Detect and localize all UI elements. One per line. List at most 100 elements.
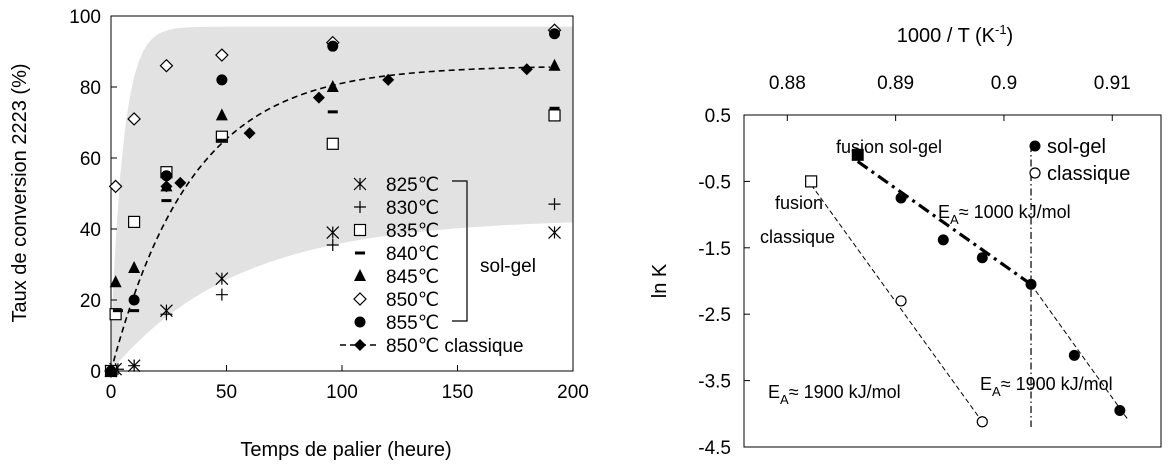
left-point [548, 109, 561, 122]
left-x-tick-label: 50 [216, 382, 237, 403]
left-point [549, 106, 560, 110]
left-point [215, 130, 228, 143]
left-point [216, 138, 227, 142]
left-point [215, 108, 228, 121]
left-x-axis-label: Temps de palier (heure) [240, 439, 451, 461]
right-legend: sol-gel classique [1029, 136, 1130, 185]
left-point [105, 365, 117, 377]
left-point [128, 215, 141, 228]
right-point [805, 175, 818, 188]
left-point [127, 112, 141, 126]
left-point [159, 58, 174, 73]
left-x-tick-label: 100 [326, 382, 358, 403]
right-y-tick-label: -2.5 [698, 305, 731, 326]
sol-gel-bracket [452, 180, 468, 322]
left-point [548, 226, 561, 239]
right-plot-frame [743, 114, 1162, 448]
right-point [895, 295, 907, 307]
legend-marker [1029, 167, 1041, 179]
left-point [548, 198, 561, 211]
legend-label: 845℃ [386, 267, 439, 288]
sol-gel-bracket-label: sol-gel [480, 256, 536, 277]
legend-marker [353, 177, 367, 191]
left-point [215, 48, 229, 62]
left-x-tick-label: 150 [442, 382, 474, 403]
legend-marker [354, 316, 366, 328]
legend-label: 840℃ [386, 244, 439, 265]
right-y-axis-label: ln K [649, 263, 671, 298]
fit-line [1030, 284, 1129, 421]
right-chart: 1000 / T (K-1) ln K 0.88 0.89 0.9 0.91 0.5 -0… [649, 22, 1162, 459]
left-point [129, 309, 140, 313]
left-point [312, 91, 325, 104]
legend-marker [353, 292, 367, 306]
left-point [215, 288, 228, 301]
legend-label: 850℃ [386, 290, 439, 311]
legend-marker [1029, 140, 1041, 152]
annotation-ea-1900-right: EA≈ 1900 kJ/mol [980, 374, 1113, 399]
right-point [1114, 404, 1126, 416]
left-x-tick-label: 200 [557, 382, 589, 403]
left-point [108, 179, 123, 194]
left-point [174, 176, 187, 189]
right-top-axis-label: 1000 / T (K-1) [897, 22, 1013, 47]
annotation-fusion-solgel: fusion sol-gel [836, 137, 942, 157]
annotation-ea-1900-left: EA≈ 1900 kJ/mol [768, 382, 901, 407]
legend-label: 855℃ [386, 313, 439, 334]
legend-label: 825℃ [386, 175, 439, 196]
right-point [976, 416, 988, 428]
left-y-tick-label: 100 [69, 7, 101, 28]
left-point [109, 275, 122, 288]
left-y-axis-label: Taux de conversion 2223 (%) [9, 63, 31, 322]
left-point [128, 359, 141, 372]
right-y-tick-label: -4.5 [698, 438, 731, 459]
legend-label: 850℃ classique [386, 336, 524, 357]
left-point [326, 238, 339, 251]
left-y-tick-label: 0 [90, 362, 101, 383]
left-x-tick-label: 0 [106, 382, 117, 403]
left-point [128, 294, 140, 306]
right-y-tick-label: -0.5 [698, 172, 731, 193]
right-point [895, 192, 907, 204]
left-point [160, 180, 173, 193]
left-point [215, 272, 229, 286]
left-chart: 0 50 100 150 200 0 20 40 60 80 100 Taux de convers… [9, 7, 589, 461]
left-point [549, 28, 561, 40]
shaded-confidence-band [111, 26, 573, 372]
legend-marker [354, 339, 366, 351]
fit-line [856, 160, 1032, 286]
left-point [160, 170, 172, 182]
right-y-tick-label: -3.5 [698, 372, 731, 393]
right-y-tick-label: -1.5 [698, 239, 731, 260]
right-point [1025, 278, 1037, 290]
right-point [1068, 349, 1080, 361]
right-x-tick-label: 0.9 [991, 73, 1017, 94]
left-point [520, 63, 533, 76]
annotation-fusion-classique-2: classique [760, 227, 835, 247]
left-point [109, 308, 122, 321]
annotation-ea-1000: EA≈ 1000 kJ/mol [938, 202, 1071, 227]
left-point [161, 199, 172, 203]
legend-marker [353, 223, 367, 237]
left-point [326, 137, 339, 150]
annotation-fusion-classique-1: fusion [775, 193, 823, 213]
left-point [128, 261, 141, 274]
right-x-tick-label: 0.91 [1094, 73, 1131, 94]
left-point [216, 74, 228, 86]
right-point [976, 252, 988, 264]
right-x-tick-label: 0.89 [877, 73, 914, 94]
left-point [160, 308, 173, 321]
legend-label: 830℃ [386, 198, 439, 219]
legend-marker [355, 251, 365, 255]
right-y-tick-label: 0.5 [705, 106, 731, 127]
left-point [382, 73, 395, 86]
legend-marker [354, 269, 366, 281]
left-point [327, 110, 338, 114]
legend-marker [354, 201, 366, 213]
right-x-tick-label: 0.88 [769, 73, 806, 94]
left-point [326, 80, 339, 92]
right-point [937, 234, 949, 246]
left-y-tick-label: 80 [80, 78, 101, 99]
